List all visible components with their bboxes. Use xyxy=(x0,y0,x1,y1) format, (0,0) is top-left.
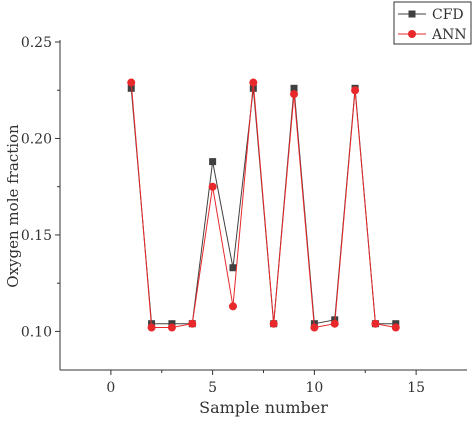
data-point-circle xyxy=(351,86,360,95)
data-point-circle xyxy=(330,319,339,328)
series-ann xyxy=(127,78,400,332)
legend-entry-cfd: CFD xyxy=(398,7,464,23)
data-point-circle xyxy=(228,302,237,311)
x-tick-label: 5 xyxy=(208,380,217,396)
data-point-square xyxy=(229,264,237,272)
y-tick-label: 0.10 xyxy=(21,324,52,340)
axis-ticks: 0.10 0.15 0.20 0.25 0 5 10 15 xyxy=(21,35,425,396)
y-tick-label: 0.25 xyxy=(21,35,52,51)
data-point-circle xyxy=(249,78,258,87)
x-axis-label: Sample number xyxy=(199,398,328,417)
legend-marker-circle xyxy=(408,30,416,38)
series-line xyxy=(130,82,396,329)
data-point-circle xyxy=(188,319,197,328)
legend-entry-ann: ANN xyxy=(398,27,467,43)
data-point-circle xyxy=(147,323,156,332)
x-tick-label: 10 xyxy=(305,380,323,396)
data-point-circle xyxy=(127,78,136,87)
data-point-circle xyxy=(290,90,299,99)
data-point-circle xyxy=(391,323,400,332)
legend-label: ANN xyxy=(431,27,467,43)
x-tick-label: 15 xyxy=(407,380,425,396)
data-point-circle xyxy=(208,182,217,191)
legend-box xyxy=(393,1,472,45)
data-point-circle xyxy=(310,323,319,332)
data-point-square xyxy=(290,84,298,92)
legend: CFD ANN xyxy=(393,1,472,45)
data-point-circle xyxy=(269,319,278,328)
data-point-circle xyxy=(167,323,176,332)
data-point-square xyxy=(209,158,217,166)
y-tick-label: 0.20 xyxy=(21,131,52,147)
legend-marker-square xyxy=(408,10,416,18)
legend-label: CFD xyxy=(432,7,464,23)
data-point-circle xyxy=(371,319,380,328)
x-tick-label: 0 xyxy=(106,380,115,396)
y-axis-label: Oxygen mole fraction xyxy=(4,124,22,288)
series-layer xyxy=(127,78,400,332)
y-tick-label: 0.15 xyxy=(21,228,52,244)
